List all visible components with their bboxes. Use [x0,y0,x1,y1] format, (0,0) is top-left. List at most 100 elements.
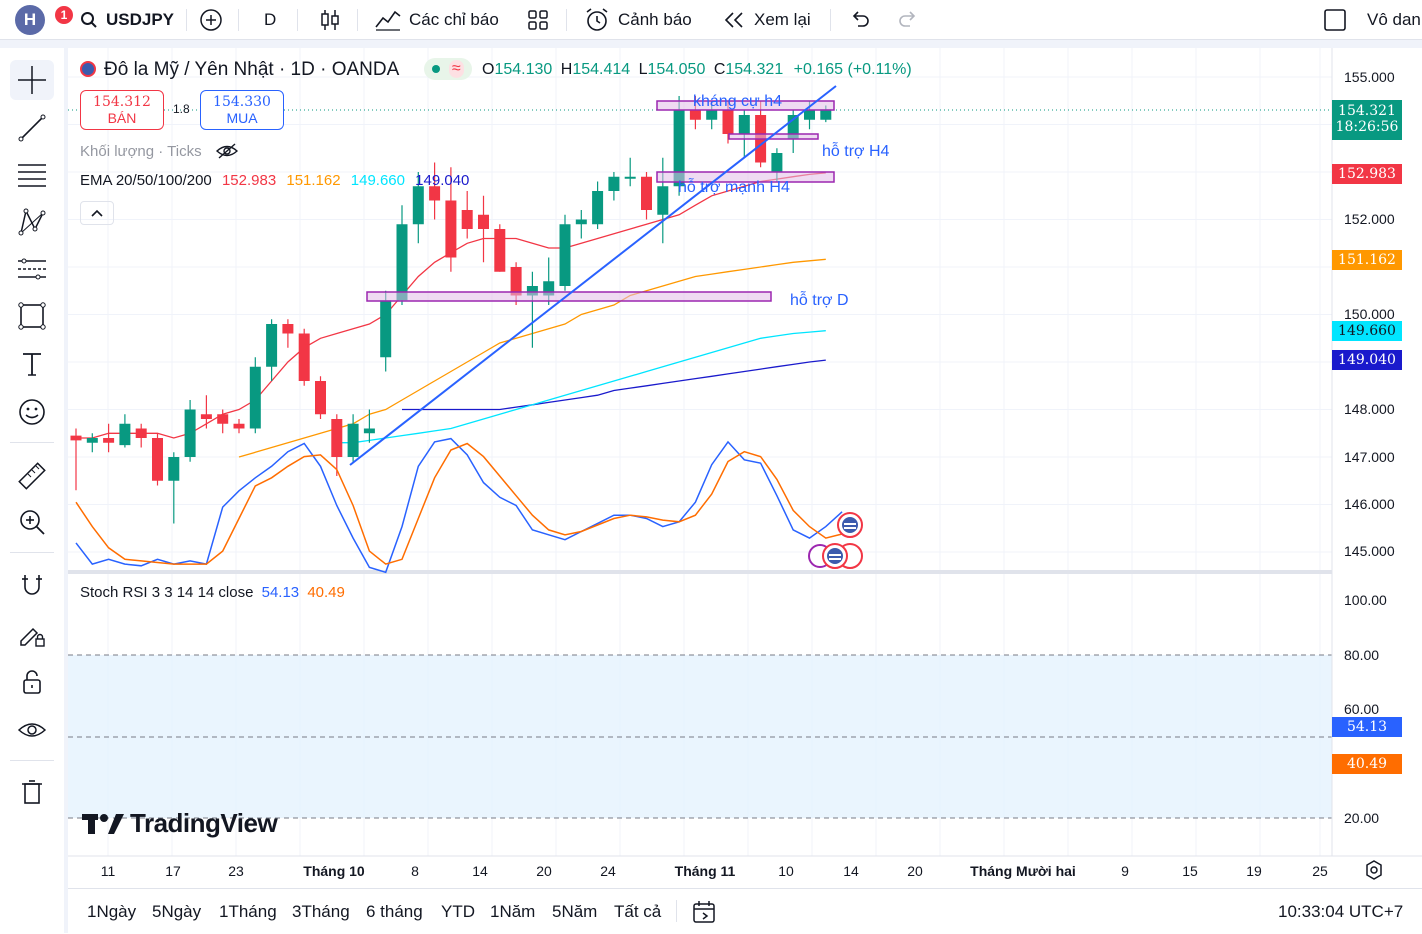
trend-line-tool[interactable] [10,108,54,148]
remove-drawings-tool[interactable] [10,772,54,812]
ema50-price-label: 151.162 [1332,250,1402,270]
support-d-zone[interactable] [366,291,772,302]
open-dot-icon [432,65,441,73]
chart-canvas[interactable] [68,48,1422,888]
square-icon [1323,8,1347,32]
time-tick: Tháng 11 [674,863,736,879]
time-tick: 11 [100,863,116,879]
magnet-icon [22,575,42,595]
range-3m[interactable]: 3Tháng [292,901,350,921]
range-6m[interactable]: 6 tháng [366,901,423,921]
time-tick: 10 [778,863,794,879]
user-avatar[interactable]: H 1 [15,4,75,35]
range-1y[interactable]: 1Năm [490,901,536,921]
fib-tool[interactable] [10,155,54,195]
ruler-icon [18,462,46,490]
magnet-tool[interactable] [10,566,54,606]
grid-icon [527,9,549,31]
zoom-in-icon [20,510,45,535]
candle [787,110,799,153]
candle [152,433,163,486]
event-flags-icon[interactable] [808,543,863,569]
settings-button[interactable] [1362,858,1386,882]
range-ytd[interactable]: YTD [441,901,475,921]
shapes-tool[interactable] [10,296,54,336]
wave-icon: ≈ [448,60,464,78]
lock-drawings-tool[interactable] [10,662,54,702]
text-tool[interactable] [10,344,54,384]
strong-support-h4-zone[interactable] [656,171,835,183]
indicators-button[interactable]: Các chỉ báo [375,0,499,40]
emoji-tool[interactable] [10,392,54,432]
ema100-line [336,330,826,444]
alerts-button[interactable]: Cảnh báo [584,0,692,40]
redo-icon [897,11,919,29]
pencil-lock-icon [20,627,45,647]
trend-line-icon [18,114,46,142]
zoom-tool[interactable] [10,502,54,542]
range-5y[interactable]: 5Năm [552,901,598,921]
range-1m[interactable]: 1Tháng [219,901,277,921]
candles-icon [319,8,341,32]
eye-off-icon[interactable] [215,142,238,164]
avatar-letter: H [23,10,37,29]
time-tick: 14 [843,863,859,879]
time-tick: 9 [1121,863,1129,879]
smiley-icon [19,399,45,425]
price-tick: 148.000 [1344,401,1395,417]
spread-label: 1.8 [173,102,190,116]
volume-legend[interactable]: Khối lượng · Ticks [80,142,238,164]
chart-container[interactable]: Đô la Mỹ / Yên Nhật · 1D · OANDA ≈ O154.… [68,48,1422,888]
buy-button[interactable]: 154.330 MUA [200,90,284,130]
rewind-icon [722,10,746,30]
undo-button[interactable] [849,0,879,40]
crosshair-tool[interactable] [10,60,54,100]
goto-date-button[interactable] [691,889,717,934]
chart-title: Đô la Mỹ / Yên Nhật · 1D · OANDA [104,59,400,80]
candle [624,157,636,187]
ruler-tool[interactable] [10,456,54,496]
range-1d[interactable]: 1Ngày [87,901,137,921]
compare-button[interactable] [199,0,231,40]
horizontal-lines-icon [18,164,46,187]
replay-button[interactable]: Xem lại [722,0,811,40]
resistance-h4-zone[interactable] [656,100,835,111]
stoch-d-label: 40.49 [1332,754,1402,774]
layout-menu-button[interactable]: Vô dan [1323,0,1421,40]
time-tick: 17 [165,863,181,879]
clock-timezone[interactable]: 10:33:04 UTC+7 [1278,901,1404,921]
redo-button[interactable] [897,0,927,40]
symbol-search[interactable]: USDJPY [80,0,174,40]
candle [135,423,147,448]
flag-icon [80,61,96,77]
candle [86,433,98,453]
collapse-legend-button[interactable] [80,201,114,225]
market-status-badge[interactable]: ≈ [424,58,472,80]
stoch-tick: 60.00 [1344,701,1380,717]
tradingview-logo[interactable]: TradingView [82,808,278,839]
sell-button[interactable]: 154.312 BÁN [80,90,164,130]
candle [461,191,473,239]
range-all[interactable]: Tất cả [614,901,662,921]
layouts-button[interactable] [527,0,557,40]
candle [168,452,180,524]
pattern-icon [18,208,46,236]
chart-type-button[interactable] [319,0,349,40]
calendar-icon [693,900,715,923]
candle [641,172,652,220]
forecast-tool[interactable] [10,249,54,289]
alarm-clock-icon [584,7,610,33]
range-5d[interactable]: 5Ngày [152,901,202,921]
interval-button[interactable]: D [264,0,276,40]
stay-drawing-tool[interactable] [10,614,54,654]
price-tick: 150.000 [1344,306,1395,322]
candle [592,181,604,229]
event-flag-icon[interactable] [837,512,863,538]
undo-icon [849,11,871,29]
hide-drawings-tool[interactable] [10,710,54,750]
pattern-tool[interactable] [10,202,54,242]
trend-line[interactable] [349,85,837,466]
layout-name-label: Vô dan [1367,10,1421,29]
candle [249,357,261,434]
time-axis[interactable]: 11 17 23 Tháng 10 8 14 20 24 Tháng 11 10 14 20 Tháng… [68,856,1332,888]
